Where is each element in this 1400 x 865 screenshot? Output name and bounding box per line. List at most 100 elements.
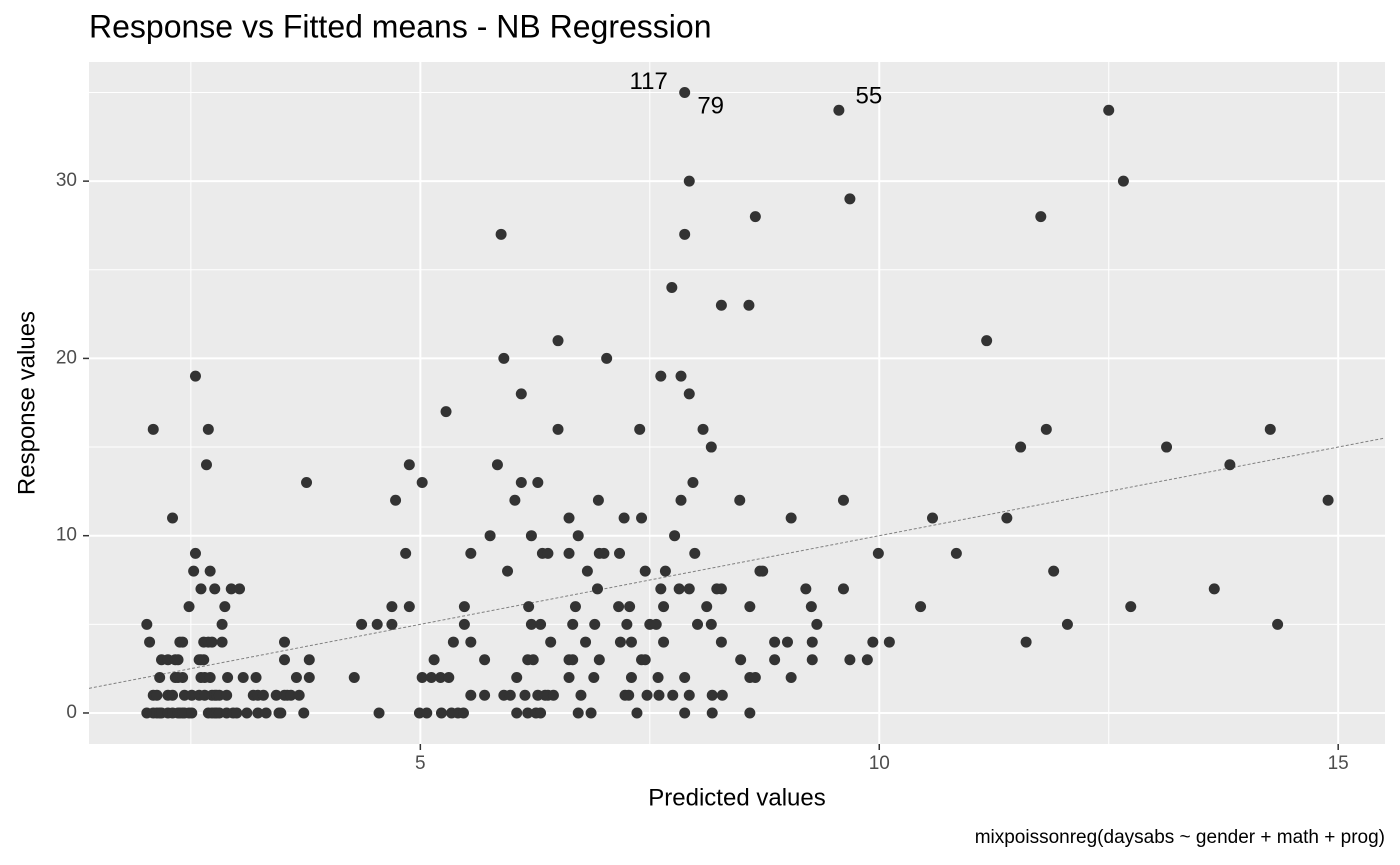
point — [216, 618, 228, 630]
point — [188, 565, 200, 577]
point — [257, 689, 269, 701]
point — [692, 618, 704, 630]
point — [527, 654, 539, 666]
point — [563, 512, 575, 524]
point — [390, 494, 402, 506]
point — [679, 672, 691, 684]
point — [1208, 583, 1220, 595]
point — [623, 689, 635, 701]
point — [697, 423, 709, 435]
point — [535, 707, 547, 719]
point — [523, 601, 535, 613]
point — [683, 583, 695, 595]
point — [198, 654, 210, 666]
point — [206, 636, 218, 648]
plot-area — [89, 86, 1385, 719]
point — [525, 618, 537, 630]
point — [498, 352, 510, 364]
point — [511, 672, 523, 684]
point — [222, 672, 234, 684]
point — [673, 583, 685, 595]
point — [769, 636, 781, 648]
point — [567, 654, 579, 666]
point — [204, 672, 216, 684]
point — [167, 512, 179, 524]
point — [502, 565, 514, 577]
point — [837, 494, 849, 506]
point — [636, 512, 648, 524]
point — [465, 547, 477, 559]
point — [1001, 512, 1013, 524]
point — [631, 707, 643, 719]
point — [658, 636, 670, 648]
point — [495, 228, 507, 240]
point — [237, 672, 249, 684]
point — [428, 654, 440, 666]
point — [209, 583, 221, 595]
point — [200, 459, 212, 471]
point — [303, 672, 315, 684]
point — [219, 601, 231, 613]
point — [275, 707, 287, 719]
point — [715, 636, 727, 648]
point — [515, 388, 527, 400]
point — [425, 672, 437, 684]
point — [1125, 601, 1137, 613]
point — [653, 689, 665, 701]
point — [867, 636, 879, 648]
point — [687, 477, 699, 489]
point — [598, 547, 610, 559]
point — [806, 654, 818, 666]
point — [679, 228, 691, 240]
point-label: 55 — [856, 83, 883, 110]
point — [592, 494, 604, 506]
point — [1015, 441, 1027, 453]
point — [386, 601, 398, 613]
point — [1117, 175, 1129, 187]
point — [231, 707, 243, 719]
point — [735, 654, 747, 666]
point — [547, 689, 559, 701]
point — [785, 672, 797, 684]
point — [1048, 565, 1060, 577]
point — [706, 707, 718, 719]
point — [639, 654, 651, 666]
point — [458, 601, 470, 613]
point — [844, 654, 856, 666]
point — [270, 689, 282, 701]
point — [479, 689, 491, 701]
point — [545, 636, 557, 648]
point — [861, 654, 873, 666]
point — [511, 707, 523, 719]
x-axis-title: Predicted values — [648, 784, 825, 811]
point — [639, 565, 651, 577]
point — [202, 423, 214, 435]
point — [371, 618, 383, 630]
point — [572, 530, 584, 542]
point — [234, 583, 246, 595]
point — [1103, 104, 1115, 116]
point — [569, 601, 581, 613]
point — [683, 388, 695, 400]
point — [805, 601, 817, 613]
point — [177, 636, 189, 648]
point — [872, 547, 884, 559]
point — [705, 618, 717, 630]
point — [567, 618, 579, 630]
point — [293, 689, 305, 701]
point — [625, 636, 637, 648]
point — [177, 672, 189, 684]
point — [716, 689, 728, 701]
point — [757, 565, 769, 577]
point — [624, 601, 636, 613]
point — [147, 423, 159, 435]
point — [679, 86, 691, 98]
point — [348, 672, 360, 684]
point — [189, 370, 201, 382]
point — [535, 618, 547, 630]
point — [689, 547, 701, 559]
point — [1322, 494, 1334, 506]
point — [141, 618, 153, 630]
point — [504, 689, 516, 701]
